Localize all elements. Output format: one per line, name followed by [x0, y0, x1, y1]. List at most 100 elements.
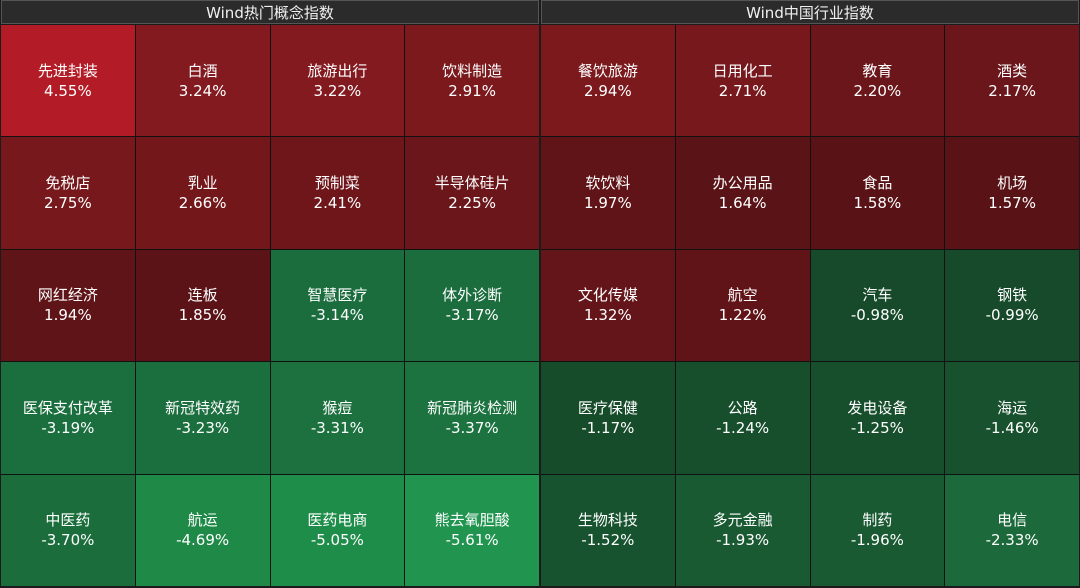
heatmap-tile[interactable]: 连板 1.85% — [135, 249, 270, 362]
tile-name: 生物科技 — [577, 511, 638, 530]
heatmap-tile[interactable]: 饮料制造 2.91% — [405, 25, 539, 137]
tile-name: 电信 — [997, 511, 1028, 530]
industry-heatmap-grid: 餐饮旅游 2.94% 日用化工 2.71% 教育 2.20% 酒类 2.17% 软饮料 1.97%… — [541, 25, 1079, 586]
tile-change: -5.61% — [445, 531, 499, 550]
heatmap-tile[interactable]: 航运 -4.69% — [135, 474, 270, 586]
heatmap-tile[interactable]: 汽车 -0.98% — [810, 249, 945, 362]
tile-change: 2.91% — [448, 81, 496, 100]
heatmap-tile[interactable]: 航空 1.22% — [675, 249, 810, 362]
heatmap-tile[interactable]: 体外诊断 -3.17% — [405, 249, 539, 362]
heatmap-tile[interactable]: 电信 -2.33% — [945, 474, 1079, 586]
tile-change: -3.19% — [41, 418, 95, 437]
tile-change: 3.22% — [313, 81, 362, 100]
tile-change: 2.75% — [44, 194, 92, 213]
heatmap-tile[interactable]: 餐饮旅游 2.94% — [541, 25, 675, 137]
heatmap-tile[interactable]: 猴痘 -3.31% — [270, 362, 405, 474]
tile-name: 智慧医疗 — [307, 286, 368, 305]
tile-name: 新冠特效药 — [165, 398, 241, 417]
heatmap-tile[interactable]: 免税店 2.75% — [1, 137, 135, 249]
heatmap-tile[interactable]: 日用化工 2.71% — [675, 25, 810, 137]
tile-name: 钢铁 — [997, 286, 1028, 305]
heatmap-tile[interactable]: 半导体硅片 2.25% — [405, 137, 539, 249]
tile-name: 航运 — [187, 511, 218, 530]
heatmap-tile[interactable]: 办公用品 1.64% — [675, 137, 810, 249]
tile-name: 汽车 — [862, 286, 893, 305]
heatmap-tile[interactable]: 公路 -1.24% — [675, 362, 810, 474]
tile-name: 日用化工 — [712, 61, 773, 80]
heatmap-tile[interactable]: 钢铁 -0.99% — [945, 249, 1079, 362]
heatmap-tile[interactable]: 多元金融 -1.93% — [675, 474, 810, 586]
tile-name: 制药 — [862, 511, 893, 530]
heatmap-tile[interactable]: 生物科技 -1.52% — [541, 474, 675, 586]
tile-name: 熊去氧胆酸 — [434, 511, 510, 530]
tile-change: 3.24% — [178, 81, 227, 100]
tile-change: 2.17% — [988, 81, 1036, 100]
tile-change: 2.66% — [178, 194, 227, 213]
tile-name: 酒类 — [997, 61, 1028, 80]
tile-name: 新冠肺炎检测 — [427, 398, 518, 417]
tile-change: -3.23% — [176, 418, 230, 437]
tile-change: -1.24% — [716, 418, 770, 437]
tile-name: 食品 — [862, 174, 893, 193]
heatmap-tile[interactable]: 新冠特效药 -3.23% — [135, 362, 270, 474]
heatmap-tile[interactable]: 医药电商 -5.05% — [270, 474, 405, 586]
tile-name: 文化传媒 — [577, 286, 638, 305]
heatmap-tile[interactable]: 智慧医疗 -3.14% — [270, 249, 405, 362]
tile-change: -3.37% — [445, 418, 499, 437]
heatmap-tile[interactable]: 网红经济 1.94% — [1, 249, 135, 362]
heatmap-tile[interactable]: 白酒 3.24% — [135, 25, 270, 137]
tile-name: 先进封装 — [37, 61, 98, 80]
tile-change: -1.93% — [716, 531, 770, 550]
heatmap-tile[interactable]: 食品 1.58% — [810, 137, 945, 249]
heatmap-tile[interactable]: 中医药 -3.70% — [1, 474, 135, 586]
heatmap-tile[interactable]: 医保支付改革 -3.19% — [1, 362, 135, 474]
tile-name: 中医药 — [45, 511, 91, 530]
heatmap-tile[interactable]: 制药 -1.96% — [810, 474, 945, 586]
concept-heatmap-grid: 先进封装 4.55% 白酒 3.24% 旅游出行 3.22% 饮料制造 2.91% 免税店 2.7… — [1, 25, 539, 586]
heatmap-tile[interactable]: 熊去氧胆酸 -5.61% — [405, 474, 539, 586]
heatmap-tile[interactable]: 发电设备 -1.25% — [810, 362, 945, 474]
heatmap-tile[interactable]: 新冠肺炎检测 -3.37% — [405, 362, 539, 474]
tile-change: -3.17% — [445, 306, 499, 325]
heatmap-tile[interactable]: 先进封装 4.55% — [1, 25, 135, 137]
tile-name: 教育 — [862, 61, 893, 80]
tile-change: -1.52% — [581, 531, 635, 550]
tile-name: 免税店 — [45, 174, 91, 193]
panel-title: Wind中国行业指数 — [541, 0, 1079, 24]
heatmap-tile[interactable]: 文化传媒 1.32% — [541, 249, 675, 362]
tile-name: 医药电商 — [307, 511, 368, 530]
tile-name: 航空 — [727, 286, 758, 305]
tile-name: 饮料制造 — [442, 61, 503, 80]
heatmap-tile[interactable]: 教育 2.20% — [810, 25, 945, 137]
tile-change: 1.64% — [718, 194, 767, 213]
tile-name: 餐饮旅游 — [577, 61, 638, 80]
tile-name: 白酒 — [187, 61, 218, 80]
heatmap-tile[interactable]: 酒类 2.17% — [945, 25, 1079, 137]
tile-change: -1.46% — [985, 418, 1039, 437]
tile-change: 1.57% — [988, 194, 1036, 213]
tile-name: 猴痘 — [322, 398, 353, 417]
heatmap-tile[interactable]: 医疗保健 -1.17% — [541, 362, 675, 474]
tile-change: -3.70% — [41, 531, 95, 550]
tile-change: -3.14% — [310, 306, 364, 325]
tile-change: 1.94% — [44, 306, 92, 325]
heatmap-tile[interactable]: 软饮料 1.97% — [541, 137, 675, 249]
heatmap-tile[interactable]: 乳业 2.66% — [135, 137, 270, 249]
tile-name: 软饮料 — [585, 174, 631, 193]
heatmap-tile[interactable]: 预制菜 2.41% — [270, 137, 405, 249]
concept-index-panel: Wind热门概念指数 先进封装 4.55% 白酒 3.24% 旅游出行 3.22% 饮料制造… — [1, 0, 539, 586]
tile-name: 医保支付改革 — [22, 398, 113, 417]
tile-change: 2.20% — [853, 81, 902, 100]
heatmap-tile[interactable]: 海运 -1.46% — [945, 362, 1079, 474]
tile-change: -4.69% — [176, 531, 230, 550]
tile-change: -1.96% — [850, 531, 904, 550]
heatmap-tile[interactable]: 机场 1.57% — [945, 137, 1079, 249]
tile-change: 2.71% — [718, 81, 767, 100]
tile-change: 1.97% — [584, 194, 632, 213]
tile-change: -2.33% — [985, 531, 1039, 550]
tile-name: 网红经济 — [37, 286, 98, 305]
tile-name: 公路 — [727, 398, 758, 417]
heatmap-tile[interactable]: 旅游出行 3.22% — [270, 25, 405, 137]
tile-change: -1.25% — [850, 418, 904, 437]
